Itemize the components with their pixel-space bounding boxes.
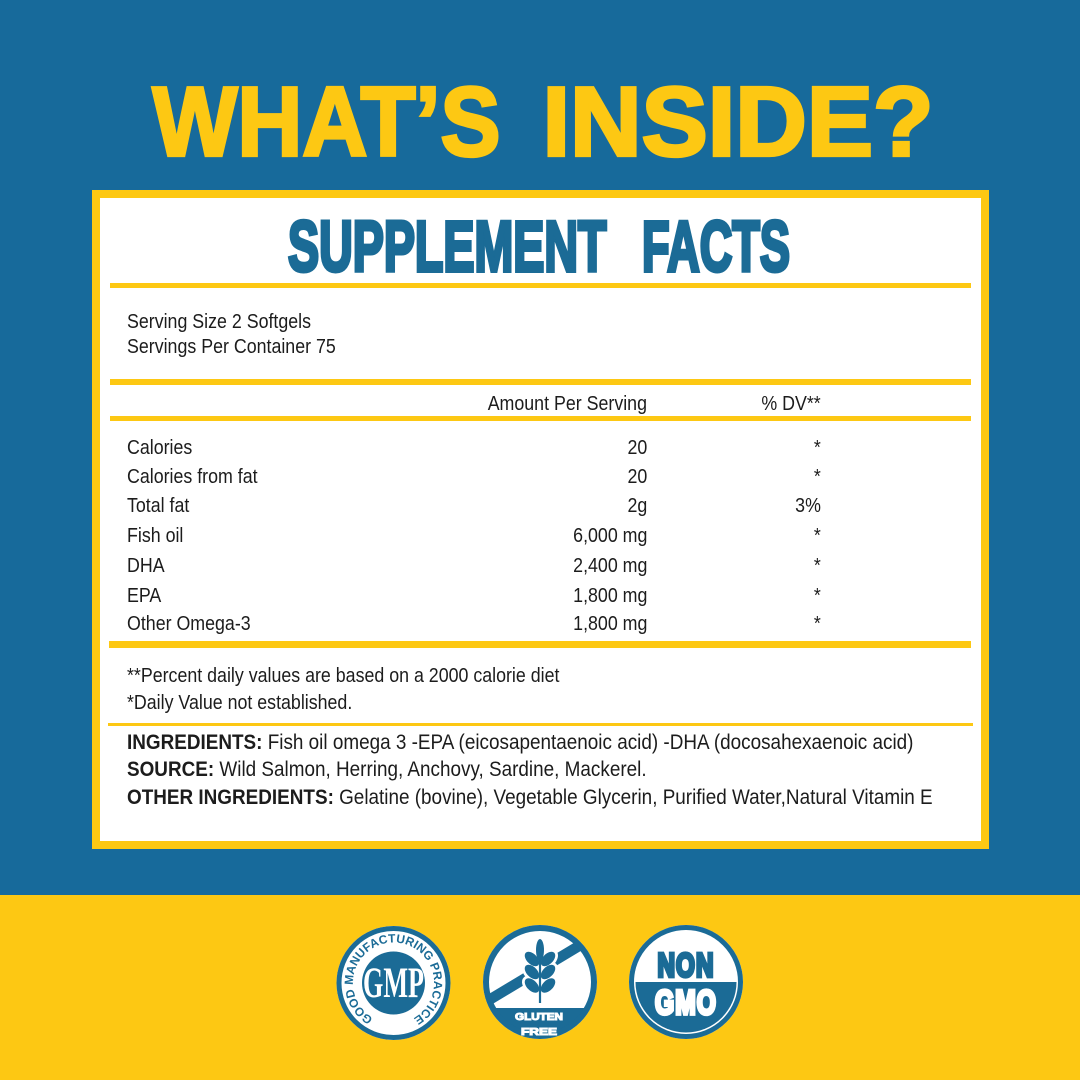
- svg-text:FACTS: FACTS: [642, 208, 790, 287]
- svg-text:INSIDE?: INSIDE?: [543, 66, 934, 176]
- svg-text:SUPPLEMENT: SUPPLEMENT: [288, 208, 607, 287]
- svg-text:WHAT’S: WHAT’S: [153, 66, 501, 176]
